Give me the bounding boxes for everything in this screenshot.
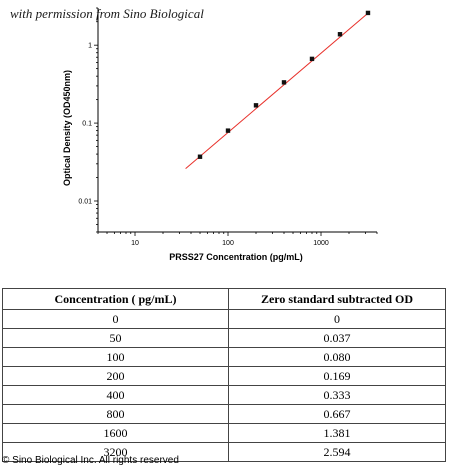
column-header-od: Zero standard subtracted OD — [228, 288, 446, 310]
data-point — [253, 103, 259, 108]
y-tick-label: 0.01 — [78, 198, 92, 205]
table-cell-od: 0.333 — [228, 385, 446, 405]
table-row: 3200 2.594 — [2, 442, 446, 462]
x-axis-label: PRSS27 Concentration (pg/mL) — [169, 252, 303, 262]
table-cell-concentration: 200 — [2, 366, 229, 386]
y-tick-label: 1 — [88, 43, 92, 50]
data-point — [337, 32, 343, 37]
data-points — [197, 10, 371, 159]
table-row: 800 0.667 — [2, 404, 446, 424]
copyright-notice: © Sino Biological Inc. All rights reserv… — [2, 455, 179, 466]
data-point — [225, 128, 231, 133]
table-cell-od: 1.381 — [228, 423, 446, 443]
standard-curve-chart: 0.01 0.1 1 10 100 1000 PRSS27 Concentration (… — [62, 7, 378, 262]
data-table: Concentration ( pg/mL) Zero standard sub… — [2, 288, 446, 462]
data-point — [309, 56, 315, 62]
table-cell-concentration: 3200 — [2, 442, 229, 462]
x-tick-label: 100 — [222, 240, 234, 247]
table-cell-od: 2.594 — [228, 442, 446, 462]
x-tick-label: 10 — [131, 240, 139, 247]
table-row: 400 0.333 — [2, 385, 446, 405]
data-point — [197, 154, 203, 159]
x-tick-label: 1000 — [313, 240, 329, 247]
y-axis-label: Optical Density (OD450nm) — [62, 70, 72, 186]
table-cell-od: 0 — [228, 309, 446, 329]
table-cell-concentration: 800 — [2, 404, 229, 424]
table-cell-od: 0.667 — [228, 404, 446, 424]
data-point — [281, 80, 287, 85]
table-row: 100 0.080 — [2, 347, 446, 367]
watermark-text: with permission from Sino Biological — [10, 6, 204, 21]
table-cell-concentration: 1600 — [2, 423, 229, 443]
y-tick-label: 0.1 — [82, 121, 92, 128]
table-cell-concentration: 50 — [2, 328, 229, 348]
table-cell-od: 0.037 — [228, 328, 446, 348]
table-header-row: Concentration ( pg/mL) Zero standard sub… — [2, 288, 446, 310]
table-row: 1600 1.381 — [2, 423, 446, 443]
column-header-concentration: Concentration ( pg/mL) — [2, 288, 229, 310]
table-row: 50 0.037 — [2, 328, 446, 348]
table-row: 0 0 — [2, 309, 446, 329]
data-point — [365, 10, 371, 16]
table-cell-concentration: 0 — [2, 309, 229, 329]
chart-ticks: 0.01 0.1 1 10 100 1000 — [78, 7, 378, 247]
table-cell-concentration: 100 — [2, 347, 229, 367]
table-cell-od: 0.080 — [228, 347, 446, 367]
fit-line — [185, 11, 370, 170]
table-row: 200 0.169 — [2, 366, 446, 386]
table-cell-od: 0.169 — [228, 366, 446, 386]
table-cell-concentration: 400 — [2, 385, 229, 405]
